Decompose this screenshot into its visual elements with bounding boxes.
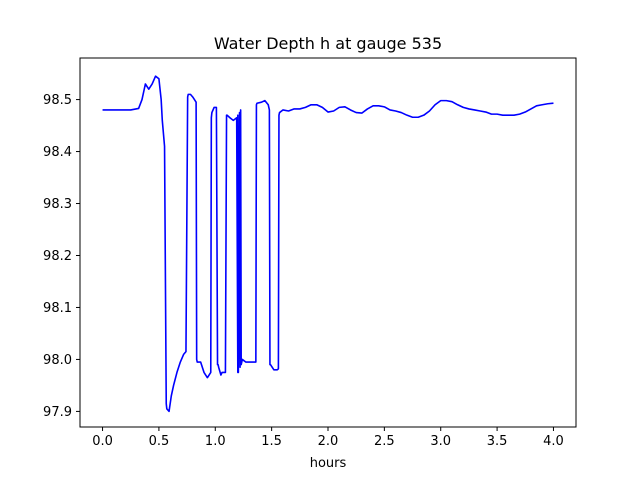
- x-tick-label: 4.0: [543, 434, 564, 449]
- y-tick-label: 98.0: [43, 353, 72, 368]
- y-tick-label: 98.5: [43, 93, 72, 108]
- x-tick-label: 1.0: [205, 434, 226, 449]
- y-tick-label: 97.9: [43, 405, 72, 420]
- x-axis: 0.0 0.5 1.0 1.5 2.0 2.5 3.0 3.5 4.0: [92, 427, 564, 449]
- series-layer: [102, 75, 554, 413]
- y-tick-label: 98.3: [43, 197, 72, 212]
- x-tick-label: 2.0: [318, 434, 339, 449]
- series-line: [102, 75, 554, 413]
- x-tick-label: 0.0: [92, 434, 113, 449]
- chart-title: Water Depth h at gauge 535: [214, 34, 442, 53]
- y-tick-label: 98.2: [43, 249, 72, 264]
- x-tick-label: 2.5: [374, 434, 395, 449]
- y-axis: 97.9 98.0 98.1 98.2 98.3 98.4 98.5: [43, 93, 80, 420]
- x-tick-label: 1.5: [261, 434, 282, 449]
- x-tick-label: 3.5: [487, 434, 508, 449]
- y-tick-label: 98.1: [43, 301, 72, 316]
- x-tick-label: 3.0: [430, 434, 451, 449]
- x-axis-label: hours: [310, 456, 347, 471]
- y-tick-label: 98.4: [43, 145, 72, 160]
- x-tick-label: 0.5: [149, 434, 170, 449]
